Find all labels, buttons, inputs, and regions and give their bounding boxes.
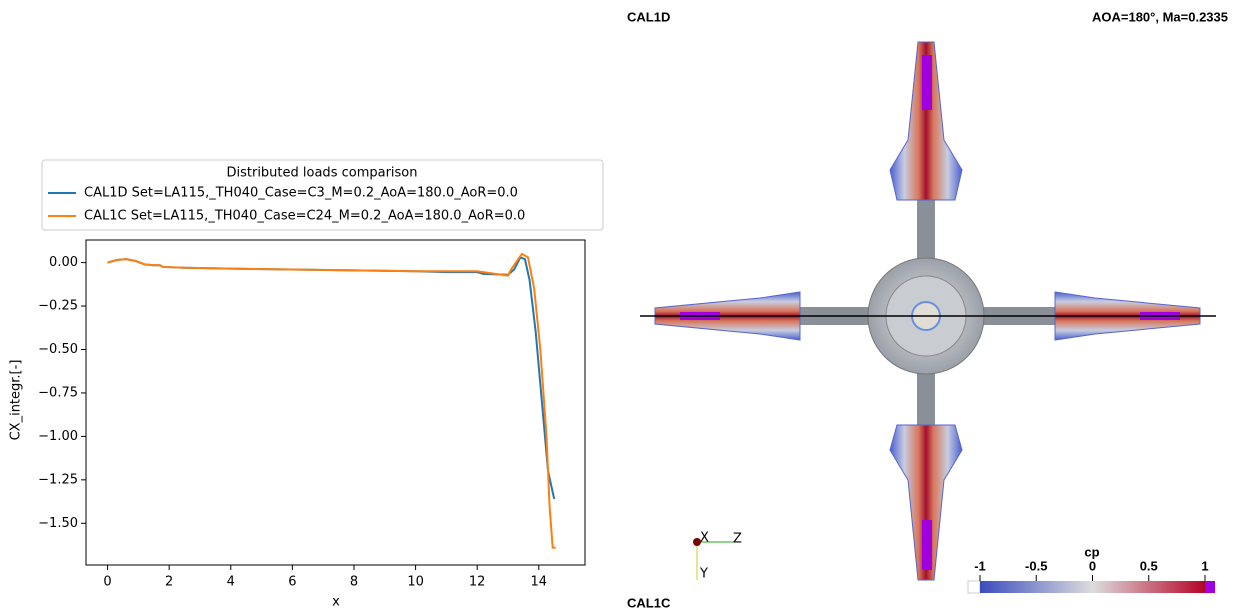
y-tick-label: −0.25 <box>38 299 78 314</box>
colorbar-tick-label: -0.5 <box>1025 558 1047 573</box>
x-tick-label: 2 <box>165 575 173 590</box>
x-tick-label: 14 <box>531 575 548 590</box>
y-tick-label: 0.00 <box>49 255 78 270</box>
series-line <box>107 252 556 549</box>
y-tick-label: −0.75 <box>38 385 78 400</box>
x-tick-label: 6 <box>288 575 296 590</box>
y-axis-label: CX_integr.[-] <box>9 360 24 441</box>
axes-triad <box>693 538 735 580</box>
x-tick-label: 12 <box>469 575 486 590</box>
x-axis-label: x <box>332 595 340 610</box>
legend-title: Distributed loads comparison <box>226 166 417 181</box>
y-tick-label: −1.25 <box>38 472 78 487</box>
x-tick-label: 4 <box>227 575 235 590</box>
y-tick-label: −0.50 <box>38 342 78 357</box>
below-range <box>967 580 981 594</box>
legend-label: CAL1C Set=LA115,_TH040_Case=C24_M=0.2_Ao… <box>84 209 525 224</box>
x-tick-label: 8 <box>350 575 358 590</box>
rotor-render <box>640 41 1216 581</box>
legend-label: CAL1D Set=LA115,_TH040_Case=C3_M=0.2_AoA… <box>84 186 518 201</box>
colorbar-label: cp <box>1084 544 1099 559</box>
top-label: CAL1D <box>627 9 670 24</box>
axis-y: Y <box>699 567 708 582</box>
colorbar <box>980 581 1205 593</box>
colorbar-tick-label: 0.5 <box>1140 558 1158 573</box>
y-tick-label: −1.00 <box>38 429 78 444</box>
plot-frame <box>85 239 586 566</box>
axis-z: Z <box>733 532 742 547</box>
x-tick-label: 10 <box>407 575 424 590</box>
above-range <box>1205 581 1215 593</box>
y-tick-label: −1.50 <box>38 516 78 531</box>
colorbar-tick-label: 0 <box>1089 558 1096 573</box>
bottom-label: CAL1C <box>627 595 671 610</box>
condition: AOA=180°, Ma=0.2335 <box>1092 9 1228 24</box>
colorbar-tick-label: -1 <box>974 558 986 573</box>
axis-x: X <box>700 531 709 546</box>
x-tick-label: 0 <box>103 575 111 590</box>
legend <box>41 159 604 231</box>
series-line <box>107 256 556 500</box>
colorbar-tick-label: 1 <box>1201 558 1208 573</box>
